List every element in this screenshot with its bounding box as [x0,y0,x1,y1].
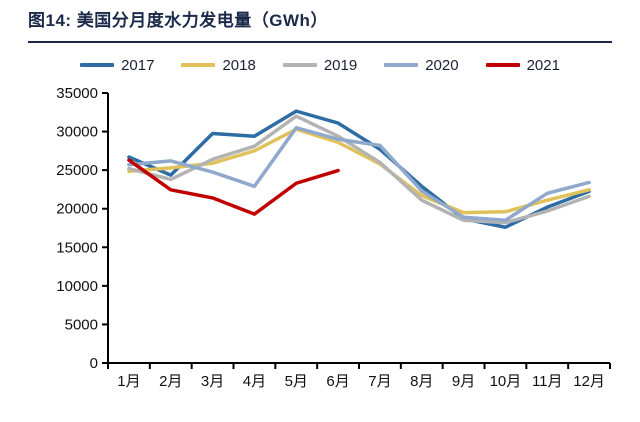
legend-item-2018: 2018 [181,56,256,74]
x-tick-label: 7月 [368,373,391,390]
x-tick-label: 6月 [326,373,349,390]
series-line-2021 [127,158,340,216]
legend-label: 2021 [526,56,560,74]
x-tick-label: 9月 [452,373,475,390]
legend-swatch-2019 [282,63,317,67]
x-tick-label: 4月 [243,373,266,390]
x-tick-label: 12月 [573,373,605,390]
x-tick-label: 1月 [117,373,140,390]
y-tick-label: 35000 [56,85,98,102]
line-chart: 35000 30000 25000 20000 15000 10000 5000 0 1月 2月 3… [56,85,611,390]
x-tick-label: 8月 [410,373,433,390]
x-tick-label: 5月 [285,373,308,390]
legend-label: 2019 [323,56,358,74]
legend-swatch-2020 [384,63,419,67]
y-tick-label: 25000 [56,162,98,179]
x-tick-label: 2月 [159,373,182,390]
chart-legend: 2017 2018 2019 2020 2021 [0,55,640,75]
legend-item-2017: 2017 [80,57,154,74]
series-line-2017 [127,109,591,229]
y-tick-label: 0 [90,355,98,372]
legend-label: 2018 [222,56,256,74]
x-tick-label: 11月 [532,373,563,390]
x-axis: 1月 2月 3月 4月 5月 6月 7月 8月 9月 10月 11月 12月 [107,362,611,390]
y-tick-label: 10000 [56,278,98,295]
chart-title: 图14: 美国分月度水力发电量（GWh） [28,11,328,30]
series-line-2019 [127,114,591,225]
y-axis: 35000 30000 25000 20000 15000 10000 5000 0 [56,85,109,372]
legend-swatch-2021 [485,63,520,67]
title-separator [28,41,612,43]
series-line-2020 [127,125,591,223]
legend-label: 2017 [121,56,155,74]
x-tick-label: 10月 [490,373,522,390]
y-tick-label: 15000 [56,239,98,256]
y-tick-label: 20000 [56,201,98,218]
legend-item-2020: 2020 [384,56,459,74]
legend-swatch-2018 [181,63,216,67]
x-tick-label: 3月 [201,373,224,390]
legend-swatch-2017 [80,63,115,67]
legend-item-2019: 2019 [282,56,358,74]
legend-item-2021: 2021 [485,56,560,74]
y-tick-label: 30000 [56,124,98,141]
y-tick-label: 5000 [65,316,98,333]
legend-label: 2020 [425,56,459,74]
